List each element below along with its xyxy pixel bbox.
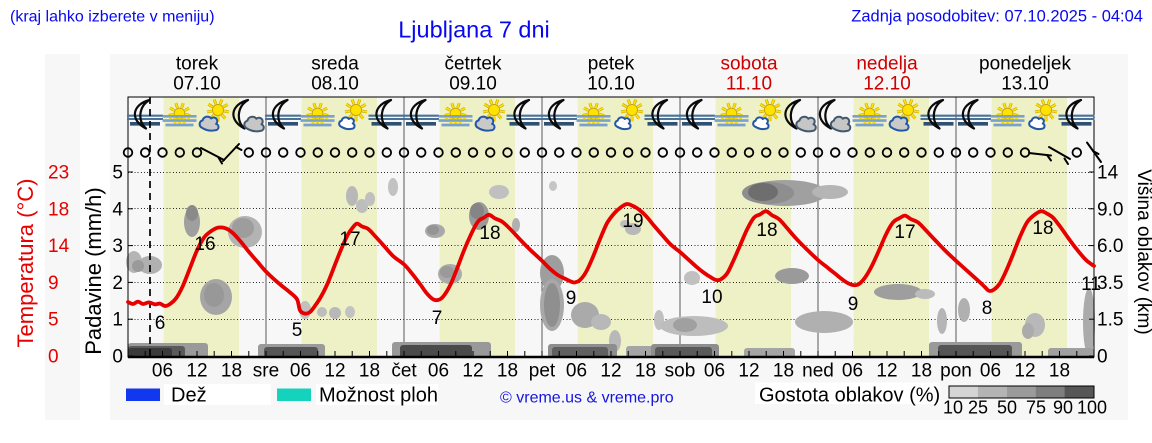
svg-text:18: 18 [635, 361, 656, 382]
svg-text:Višina oblakov (km): Višina oblakov (km) [1133, 169, 1152, 334]
svg-text:07.10: 07.10 [173, 74, 221, 95]
svg-text:9.0: 9.0 [1097, 199, 1123, 220]
svg-text:23: 23 [48, 163, 69, 184]
svg-text:(kraj lahko izberete v meniju): (kraj lahko izberete v meniju) [10, 9, 215, 26]
svg-text:18: 18 [1049, 361, 1070, 382]
svg-text:18: 18 [359, 361, 380, 382]
svg-text:1: 1 [112, 310, 123, 331]
svg-text:12.10: 12.10 [863, 74, 911, 95]
svg-text:Temperatura (°C): Temperatura (°C) [13, 179, 38, 348]
svg-text:17: 17 [339, 229, 360, 250]
svg-text:torek: torek [176, 54, 219, 75]
svg-text:06: 06 [428, 361, 449, 382]
svg-text:06: 06 [152, 361, 173, 382]
svg-text:09.10: 09.10 [449, 74, 497, 95]
svg-text:12: 12 [738, 361, 759, 382]
svg-text:06: 06 [566, 361, 587, 382]
svg-text:9: 9 [48, 273, 59, 294]
svg-text:Možnost ploh: Možnost ploh [319, 385, 438, 407]
svg-text:4: 4 [112, 199, 123, 220]
svg-text:5: 5 [292, 320, 303, 341]
svg-text:16: 16 [194, 234, 215, 255]
svg-text:06: 06 [980, 361, 1001, 382]
svg-text:nedelja: nedelja [856, 54, 918, 75]
svg-text:0: 0 [1097, 347, 1108, 368]
svg-text:25: 25 [968, 398, 988, 418]
svg-text:14: 14 [1097, 163, 1119, 184]
svg-text:© vreme.us & vreme.pro: © vreme.us & vreme.pro [500, 390, 674, 407]
svg-text:sob: sob [665, 361, 696, 382]
svg-text:10: 10 [701, 287, 722, 308]
svg-text:ned: ned [802, 361, 834, 382]
svg-text:četrtek: četrtek [444, 54, 502, 75]
svg-text:sobota: sobota [720, 54, 777, 75]
svg-text:12: 12 [186, 361, 207, 382]
svg-text:čet: čet [391, 361, 417, 382]
svg-text:18: 18 [1032, 218, 1053, 239]
svg-text:06: 06 [842, 361, 863, 382]
svg-text:12: 12 [324, 361, 345, 382]
svg-text:10: 10 [943, 398, 963, 418]
svg-text:12: 12 [600, 361, 621, 382]
svg-text:3.5: 3.5 [1097, 273, 1123, 294]
svg-text:9: 9 [566, 288, 577, 309]
svg-text:18: 18 [911, 361, 932, 382]
svg-text:0: 0 [48, 347, 59, 368]
svg-text:3: 3 [112, 236, 123, 257]
svg-text:18: 18 [479, 223, 500, 244]
svg-text:12: 12 [876, 361, 897, 382]
svg-text:17: 17 [894, 222, 915, 243]
svg-text:pet: pet [529, 361, 556, 382]
svg-text:Ljubljana 7 dni: Ljubljana 7 dni [398, 17, 550, 43]
svg-text:90: 90 [1053, 398, 1073, 418]
svg-text:12: 12 [462, 361, 483, 382]
svg-text:9: 9 [848, 294, 859, 315]
svg-text:18: 18 [756, 220, 777, 241]
svg-text:1.5: 1.5 [1097, 310, 1123, 331]
svg-text:18: 18 [221, 361, 242, 382]
svg-text:06: 06 [290, 361, 311, 382]
svg-text:Zadnja posodobitev: 07.10.2025: Zadnja posodobitev: 07.10.2025 - 04:04 [851, 8, 1143, 26]
svg-text:19: 19 [622, 211, 643, 232]
svg-text:18: 18 [773, 361, 794, 382]
svg-text:6: 6 [155, 313, 166, 334]
svg-text:Padavine (mm/h): Padavine (mm/h) [81, 187, 106, 355]
svg-text:12: 12 [1014, 361, 1035, 382]
svg-text:08.10: 08.10 [311, 74, 359, 95]
svg-text:Gostota oblakov (%): Gostota oblakov (%) [759, 385, 940, 407]
svg-text:75: 75 [1026, 398, 1046, 418]
svg-text:petek: petek [588, 54, 635, 75]
svg-text:pon: pon [940, 361, 972, 382]
svg-text:0: 0 [112, 347, 123, 368]
svg-text:18: 18 [497, 361, 518, 382]
svg-text:6.0: 6.0 [1097, 236, 1123, 257]
svg-text:50: 50 [997, 398, 1017, 418]
svg-text:06: 06 [704, 361, 725, 382]
svg-text:Dež: Dež [171, 385, 207, 407]
svg-text:5: 5 [112, 163, 123, 184]
svg-text:11: 11 [1081, 274, 1101, 295]
svg-text:18: 18 [48, 199, 69, 220]
svg-text:2: 2 [112, 273, 123, 294]
svg-text:100: 100 [1077, 398, 1107, 418]
svg-text:14: 14 [48, 236, 70, 257]
svg-text:13.10: 13.10 [1001, 74, 1049, 95]
svg-text:ponedeljek: ponedeljek [979, 54, 1071, 75]
svg-text:sreda: sreda [311, 54, 359, 75]
svg-text:10.10: 10.10 [587, 74, 635, 95]
svg-text:sre: sre [253, 361, 279, 382]
svg-text:8: 8 [982, 298, 993, 319]
svg-text:11.10: 11.10 [726, 74, 772, 95]
svg-text:5: 5 [48, 310, 59, 331]
svg-text:7: 7 [432, 308, 443, 329]
